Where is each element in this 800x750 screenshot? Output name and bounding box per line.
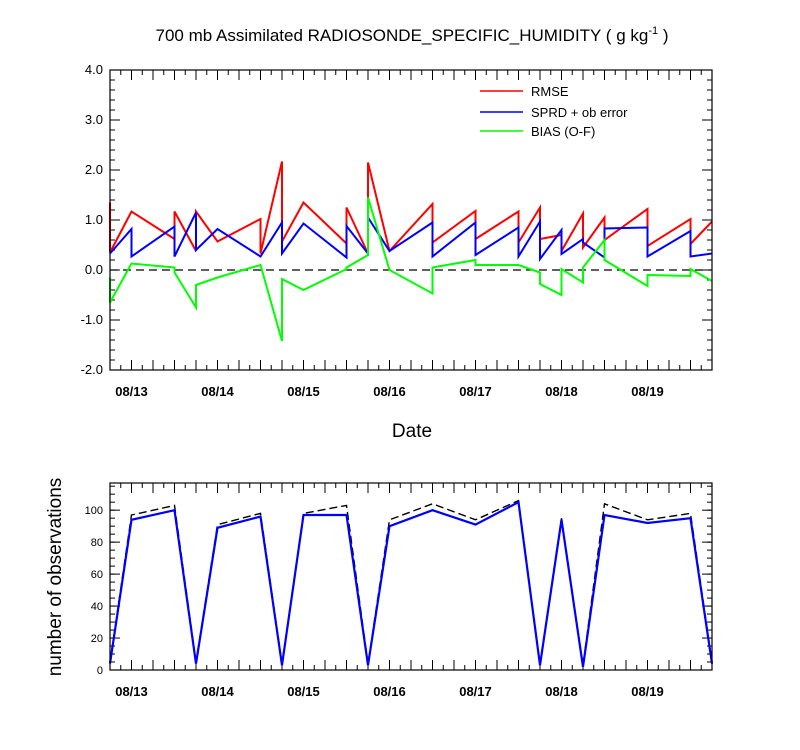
bottom-ticks [109,483,713,671]
y-tick-label: 0 [97,665,103,677]
x-tick-label-08-18: 08/18 [545,684,578,699]
legend: RMSE SPRD + ob error BIAS (O-F) [480,84,628,139]
x-tick-label-08-16: 08/16 [373,684,406,699]
chart-title: 700 mb Assimilated RADIOSONDE_SPECIFIC_H… [156,25,669,45]
x-tick-label-08-18: 08/18 [545,384,578,399]
bottom-plot-frame [109,482,713,671]
series-line-sprd-ob-error [109,212,713,263]
x-tick-label-08-14: 08/14 [201,684,234,699]
y-tick-label: 2.0 [85,162,103,177]
x-tick-label-08-16: 08/16 [373,384,406,399]
y-tick-label: -2.0 [81,362,103,377]
legend-label-bias: BIAS (O-F) [531,124,595,139]
x-tick-label-08-15: 08/15 [287,384,320,399]
x-tick-label-08-19: 08/19 [631,384,664,399]
x-tick-label-08-15: 08/15 [287,684,320,699]
chart-title-end: ) [658,26,668,45]
y-tick-label: 40 [91,601,103,613]
x-tick-label-08-13: 08/13 [115,684,148,699]
bottom-y-tick-labels: 0 20 40 60 80 100 [85,505,103,677]
bottom-x-tick-labels: 08/13 08/14 08/15 08/16 08/17 08/18 08/19 [115,684,664,699]
top-plot-frame [109,69,713,371]
y-tick-label: 3.0 [85,112,103,127]
legend-label-rmse: RMSE [531,84,569,99]
x-tick-label-08-19: 08/19 [631,684,664,699]
series-line-observations-solid [108,500,714,667]
y-tick-label: 4.0 [85,62,103,77]
y-tick-label: 100 [85,505,103,517]
y-tick-label: 1.0 [85,212,103,227]
x-tick-label-08-14: 08/14 [201,384,234,399]
series-line-bias-o-f [109,197,713,342]
y-tick-label: 60 [91,569,103,581]
x-axis-title: Date [392,421,432,442]
bottom-series-group [108,499,714,667]
x-tick-label-08-13: 08/13 [115,384,148,399]
y-axis-title-observations: number of observations [45,478,66,677]
chart-title-main: 700 mb Assimilated RADIOSONDE_SPECIFIC_H… [156,26,649,45]
x-tick-label-08-17: 08/17 [459,684,492,699]
y-tick-label: 80 [91,537,103,549]
chart-title-sup: -1 [648,25,658,37]
y-tick-label: -1.0 [81,312,103,327]
series-line-rmse [109,161,713,255]
top-x-tick-labels: 08/13 08/14 08/15 08/16 08/17 08/18 08/19 [115,384,664,399]
x-tick-label-08-17: 08/17 [459,384,492,399]
top-y-tick-labels: -2.0 -1.0 0.0 1.0 2.0 3.0 4.0 [81,62,103,377]
top-panel: -2.0-1.00.01.02.03.04.0 08/13 08/14 08/15 0… [81,62,713,442]
y-tick-label: 0.0 [85,262,103,277]
top-series-group [109,161,713,342]
y-tick-label: 20 [91,633,103,645]
legend-label-sprd: SPRD + ob error [531,105,628,120]
